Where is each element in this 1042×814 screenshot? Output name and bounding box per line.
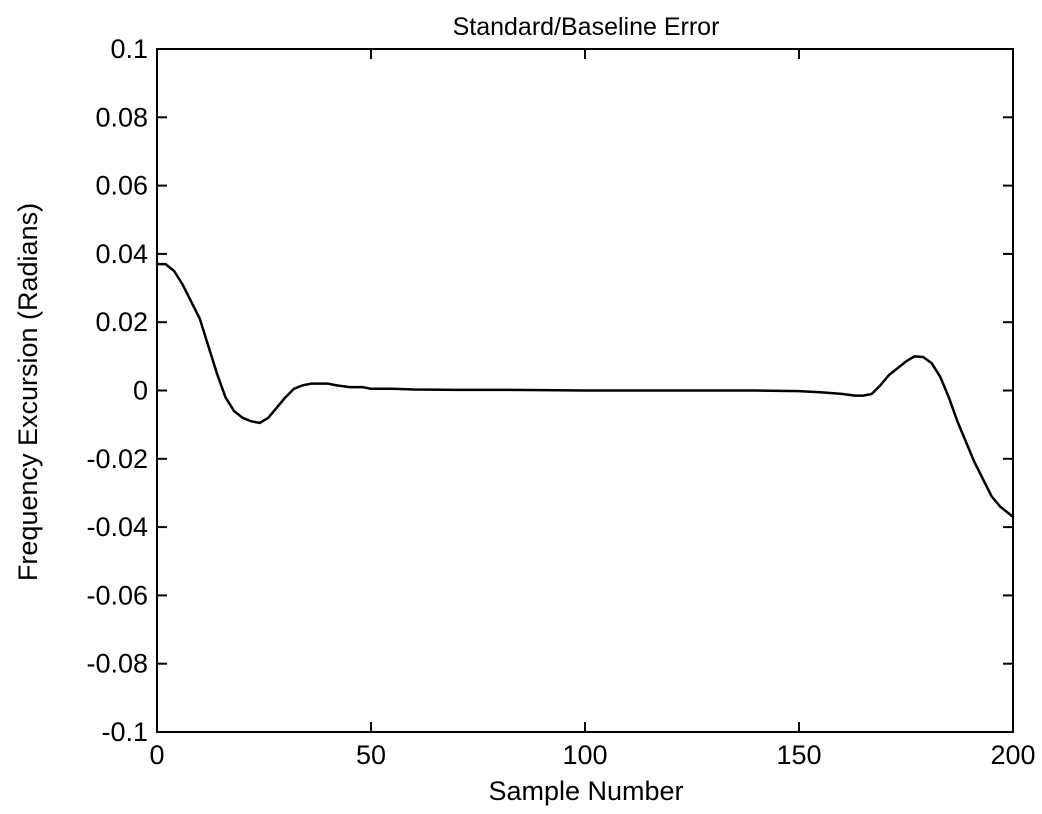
y-tick-label: -0.1: [101, 717, 148, 747]
y-tick-label: -0.02: [86, 444, 148, 474]
series-line-0: [155, 262, 1015, 519]
x-tick-label: 200: [990, 740, 1035, 770]
y-tick-label: 0.1: [110, 34, 148, 64]
y-tick-label: 0.06: [95, 171, 148, 201]
tick-group: 0 50 100 150 200 0.1 0.08 0.06 0.04 0.02 0 -0.02 -0.…: [86, 34, 1035, 770]
y-tick-label: -0.04: [86, 512, 148, 542]
y-tick-label: 0.02: [95, 307, 148, 337]
chart-title: Standard/Baseline Error: [453, 13, 720, 41]
y-tick-label: -0.06: [86, 580, 148, 610]
y-tick-label: -0.08: [86, 649, 148, 679]
x-tick-label: 0: [149, 740, 164, 770]
x-tick-label: 100: [562, 740, 607, 770]
x-tick-label: 50: [356, 740, 386, 770]
x-axis-label: Sample Number: [488, 776, 683, 806]
x-tick-label: 150: [776, 740, 821, 770]
y-tick-label: 0.08: [95, 102, 148, 132]
y-tick-label: 0: [133, 376, 148, 406]
y-tick-label: 0.04: [95, 239, 148, 269]
series-group: [155, 262, 1015, 519]
y-axis-label: Frequency Excursion (Radians): [13, 203, 43, 581]
